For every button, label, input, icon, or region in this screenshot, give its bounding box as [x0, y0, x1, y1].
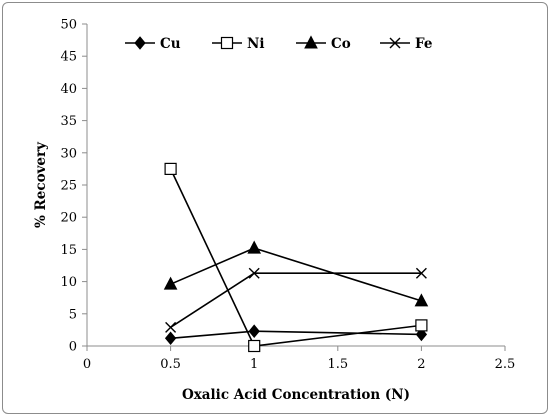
legend-item-cu: Cu — [125, 36, 181, 52]
series-fe — [165, 267, 427, 333]
legend-item-fe: Fe — [380, 36, 432, 52]
y-tick-label: 50 — [60, 18, 77, 33]
legend-label-cu: Cu — [160, 36, 181, 52]
y-tick-label: 25 — [60, 179, 77, 194]
y-tick-label: 20 — [60, 211, 77, 226]
legend-label-fe: Fe — [415, 36, 432, 52]
x-tick-label: 2.5 — [495, 357, 516, 372]
y-axis-title: % Recovery — [33, 141, 49, 228]
x-tick-label: 2 — [417, 357, 425, 372]
y-tick-label: 10 — [60, 275, 77, 290]
legend-label-co: Co — [331, 36, 351, 52]
y-tick-label: 15 — [60, 243, 77, 258]
data-point-fe — [415, 267, 427, 279]
series-layer — [163, 162, 429, 353]
y-tick-label: 0 — [69, 340, 77, 355]
y-tick-label: 35 — [60, 114, 77, 129]
legend: Cu Ni Co Fe — [125, 35, 432, 52]
y-tick-label: 45 — [60, 50, 77, 65]
legend-marker-ni — [220, 36, 234, 50]
series-co — [163, 240, 429, 307]
series-line-fe — [170, 272, 422, 328]
data-point-co — [163, 276, 178, 290]
x-tick-label: 1 — [250, 357, 258, 372]
series-line-co — [170, 247, 422, 302]
data-point-cu — [164, 331, 177, 346]
data-point-fe — [248, 267, 260, 279]
x-axis-title: Oxalic Acid Concentration (N) — [182, 387, 410, 403]
x-tick-label: 1.5 — [327, 357, 348, 372]
axes: 0 5 10 15 20 25 30 35 40 45 50 0 0.5 1 1.5 2 2.5 — [60, 18, 515, 373]
series-line-ni — [169, 168, 422, 347]
y-tick-label: 40 — [60, 82, 77, 97]
data-point-fe — [165, 321, 177, 333]
data-point-co — [414, 293, 429, 307]
x-tick-label: 0.5 — [160, 357, 181, 372]
data-point-ni — [415, 319, 428, 332]
y-tick-label: 30 — [60, 146, 77, 161]
y-tick-label: 5 — [69, 307, 77, 322]
series-ni — [164, 162, 428, 353]
legend-marker-co — [304, 35, 318, 49]
series-line-cu — [170, 330, 422, 340]
data-point-co — [247, 240, 262, 254]
legend-label-ni: Ni — [247, 36, 264, 52]
data-point-ni — [164, 162, 177, 175]
legend-item-co: Co — [296, 35, 351, 52]
data-point-ni — [248, 339, 261, 353]
legend-marker-cu — [134, 36, 146, 50]
data-point-cu — [248, 324, 260, 338]
legend-marker-fe — [389, 37, 401, 49]
x-tick-label: 0 — [83, 357, 91, 372]
legend-item-ni: Ni — [212, 36, 264, 52]
